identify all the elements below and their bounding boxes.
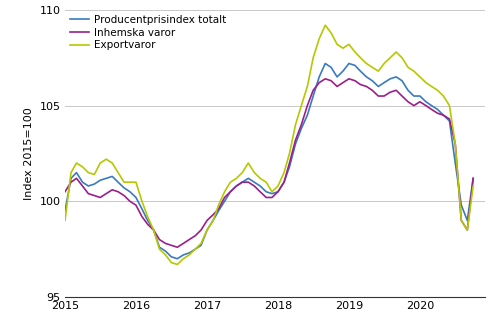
Line: Inhemska varor: Inhemska varor [65, 79, 473, 247]
Line: Producentprisindex totalt: Producentprisindex totalt [65, 63, 473, 259]
Line: Exportvaror: Exportvaror [65, 25, 473, 264]
Legend: Producentprisindex totalt, Inhemska varor, Exportvaror: Producentprisindex totalt, Inhemska varo… [68, 13, 228, 52]
Y-axis label: Index 2015=100: Index 2015=100 [24, 107, 34, 200]
